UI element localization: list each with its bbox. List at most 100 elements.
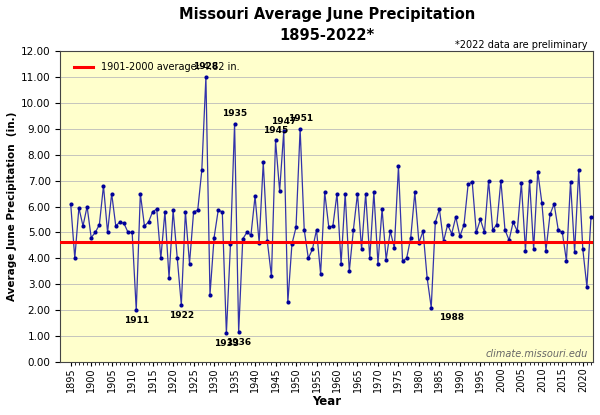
Point: [234, 329, 244, 335]
Point: [250, 193, 260, 200]
Text: 1936: 1936: [226, 338, 251, 347]
Point: [500, 227, 510, 233]
Point: [209, 234, 219, 241]
Point: [357, 246, 367, 253]
Point: [144, 219, 154, 225]
Point: [263, 238, 272, 245]
Point: [242, 229, 251, 236]
Point: [332, 190, 342, 197]
Point: [385, 228, 395, 234]
Point: [148, 208, 157, 215]
Point: [353, 190, 362, 197]
Point: [463, 181, 473, 188]
Point: [422, 274, 432, 281]
Point: [427, 304, 436, 311]
Point: [152, 206, 161, 212]
Point: [91, 229, 100, 236]
Point: [246, 232, 256, 238]
Point: [111, 222, 121, 229]
Point: [275, 188, 284, 194]
Point: [496, 177, 506, 184]
Point: [488, 227, 497, 233]
Text: climate.missouri.edu: climate.missouri.edu: [485, 349, 588, 359]
Point: [291, 224, 301, 231]
Point: [574, 167, 584, 173]
Point: [70, 255, 80, 261]
Point: [340, 190, 350, 197]
Text: 1988: 1988: [439, 313, 464, 322]
Point: [578, 246, 587, 253]
Point: [550, 200, 559, 207]
Point: [467, 178, 477, 185]
Point: [254, 239, 264, 246]
Point: [197, 167, 206, 173]
Point: [172, 255, 182, 261]
Text: 1928: 1928: [193, 62, 218, 71]
Point: [287, 241, 297, 247]
Point: [537, 199, 547, 206]
Point: [82, 203, 92, 210]
Point: [373, 260, 383, 267]
Point: [160, 208, 170, 215]
Point: [181, 208, 190, 215]
Point: [479, 229, 489, 236]
Point: [344, 268, 354, 275]
Point: [136, 190, 145, 197]
Point: [283, 299, 293, 306]
Point: [402, 255, 412, 261]
Point: [455, 233, 465, 239]
Point: [328, 222, 338, 229]
Point: [324, 224, 334, 231]
Point: [103, 229, 112, 236]
Point: [336, 260, 346, 267]
Point: [525, 177, 535, 184]
Point: [529, 246, 538, 253]
Point: [431, 219, 440, 225]
Title: Missouri Average June Precipitation
1895-2022*: Missouri Average June Precipitation 1895…: [179, 7, 475, 43]
Point: [512, 228, 522, 234]
Point: [123, 229, 133, 236]
Point: [238, 236, 248, 242]
Point: [586, 214, 596, 220]
Point: [230, 120, 239, 127]
Text: 1911: 1911: [124, 316, 149, 325]
Point: [582, 283, 592, 290]
Text: *2022 data are preliminary: *2022 data are preliminary: [455, 39, 588, 49]
Point: [259, 159, 268, 166]
Point: [295, 125, 305, 132]
Point: [115, 219, 125, 225]
Point: [164, 274, 174, 281]
Point: [553, 227, 563, 233]
Point: [377, 206, 387, 212]
Point: [521, 247, 530, 254]
Text: 1947: 1947: [271, 117, 296, 126]
Point: [557, 229, 567, 236]
Point: [361, 190, 370, 197]
Point: [533, 168, 542, 175]
Point: [418, 228, 428, 234]
Point: [369, 189, 379, 195]
Y-axis label: Average June Precipitation  (in.): Average June Precipitation (in.): [7, 112, 17, 301]
Point: [434, 206, 444, 212]
Point: [193, 207, 203, 214]
Point: [74, 205, 83, 211]
Point: [140, 222, 149, 229]
Point: [398, 258, 407, 264]
Point: [545, 211, 555, 217]
Point: [279, 128, 289, 135]
Text: 1951: 1951: [287, 114, 313, 123]
Point: [570, 249, 580, 255]
Point: [308, 246, 317, 253]
Point: [312, 227, 322, 233]
Point: [504, 237, 514, 244]
Point: [221, 330, 231, 337]
Text: 1945: 1945: [263, 126, 288, 135]
Point: [156, 255, 166, 261]
Point: [107, 190, 116, 197]
Point: [271, 137, 280, 144]
Point: [66, 200, 76, 207]
Point: [201, 73, 211, 80]
Point: [95, 221, 104, 228]
Point: [119, 220, 129, 227]
Point: [406, 234, 416, 241]
